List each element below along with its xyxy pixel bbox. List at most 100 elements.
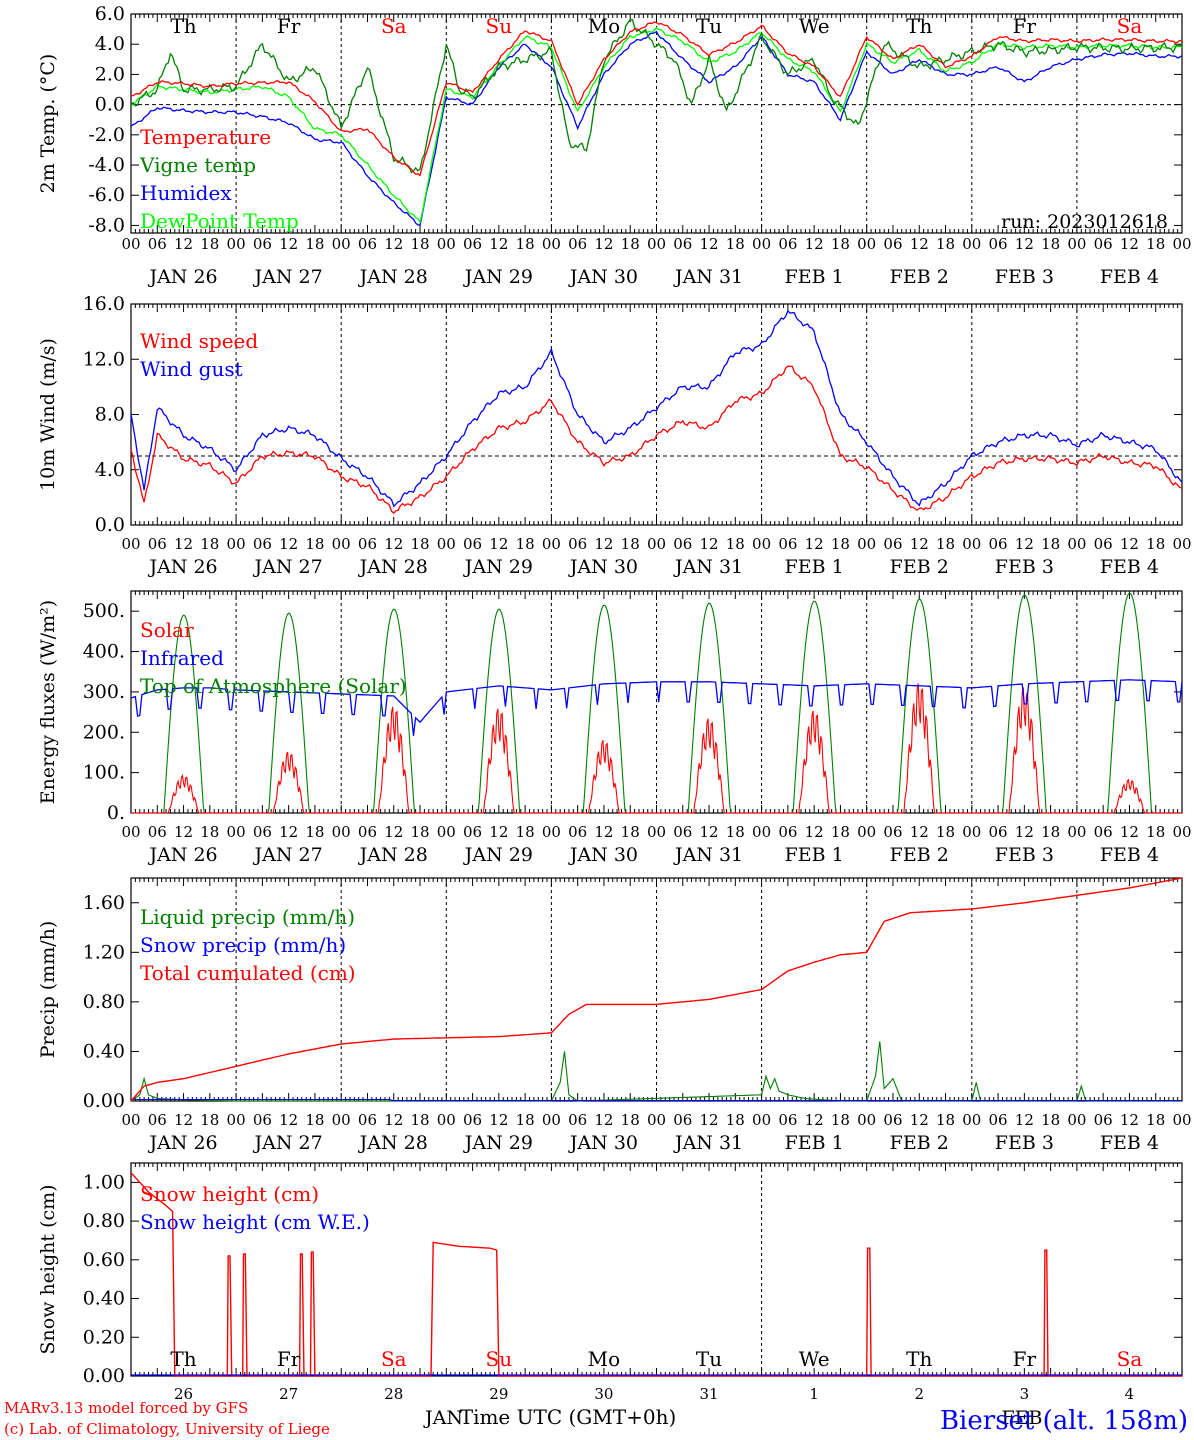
hour-tick-label: 18	[516, 535, 535, 553]
series-line-vigne-temp	[130, 19, 1183, 174]
day-label: JAN 29	[463, 266, 533, 288]
hour-tick-label: 00	[332, 1111, 351, 1129]
hour-tick-label: 06	[463, 1111, 482, 1129]
hour-tick-label: 18	[200, 535, 219, 553]
day-label: JAN 26	[147, 1132, 217, 1154]
hour-tick-label: 18	[936, 235, 955, 253]
hour-tick-label: 18	[936, 1111, 955, 1129]
hour-tick-label: 12	[594, 235, 613, 253]
hour-tick-label: 00	[962, 235, 981, 253]
day-label: FEB 2	[890, 556, 949, 578]
hour-tick-label: 12	[700, 535, 719, 553]
hour-tick-label: 12	[1015, 535, 1034, 553]
day-label: JAN 26	[147, 266, 217, 288]
hour-tick-label: 00	[857, 823, 876, 841]
hour-tick-label: 18	[726, 235, 745, 253]
y-tick-label: 0.80	[83, 1210, 125, 1232]
hour-tick-label: 00	[542, 535, 561, 553]
station-label: Bierset (alt. 158m)	[940, 1406, 1188, 1436]
hour-tick-label: 12	[279, 535, 298, 553]
hour-tick-label: 00	[332, 535, 351, 553]
day-label: JAN 26	[147, 556, 217, 578]
day-label: JAN 27	[253, 844, 323, 866]
hour-tick-label: 18	[200, 1111, 219, 1129]
hour-tick-label: 12	[174, 535, 193, 553]
hour-tick-label: 06	[463, 235, 482, 253]
y-tick-label: 400.	[83, 641, 125, 663]
day-label: FEB 3	[995, 844, 1054, 866]
hour-tick-label: 06	[778, 235, 797, 253]
hour-tick-label: 00	[752, 1111, 771, 1129]
day-label: JAN 28	[358, 844, 428, 866]
weekday-label: Sa	[381, 1347, 407, 1371]
weekday-label: Sa	[381, 14, 407, 38]
hour-tick-label: 00	[1067, 235, 1086, 253]
y-tick-label: 2.0	[95, 63, 125, 85]
hour-tick-label: 00	[121, 1111, 140, 1129]
hour-tick-label: 12	[594, 1111, 613, 1129]
hour-tick-label: 06	[778, 1111, 797, 1129]
hour-tick-label: 12	[174, 235, 193, 253]
hour-tick-label: 12	[910, 235, 929, 253]
hour-tick-label: 18	[410, 1111, 429, 1129]
hour-tick-label: 06	[673, 235, 692, 253]
weekday-label: Sa	[1117, 1347, 1143, 1371]
hour-tick-label: 00	[121, 235, 140, 253]
hour-tick-label: 18	[1041, 535, 1060, 553]
y-tick-label: 0.40	[83, 1288, 125, 1310]
bottom-day-label: 2	[914, 1385, 924, 1403]
y-axis-title: Snow height (cm)	[37, 1184, 59, 1354]
hour-tick-label: 12	[594, 823, 613, 841]
hour-tick-label: 18	[1041, 823, 1060, 841]
day-label: JAN 28	[358, 1132, 428, 1154]
hour-tick-label: 00	[752, 823, 771, 841]
hour-tick-label: 00	[647, 823, 666, 841]
bottom-day-label: 1	[809, 1385, 819, 1403]
hour-tick-label: 18	[1146, 535, 1165, 553]
weekday-label: Su	[486, 1347, 513, 1371]
legend-entry: Liquid precip (mm/h)	[140, 905, 355, 929]
y-axis-title: Energy fluxes (W/m²)	[37, 600, 59, 804]
hour-tick-label: 18	[1146, 235, 1165, 253]
hour-tick-label: 18	[1041, 1111, 1060, 1129]
hour-tick-label: 12	[805, 235, 824, 253]
month-label-jan: JAN	[423, 1407, 463, 1429]
hour-tick-label: 12	[1120, 235, 1139, 253]
y-tick-label: 8.0	[95, 404, 125, 426]
hour-tick-label: 12	[805, 1111, 824, 1129]
model-credit: MARv3.13 model forced by GFS	[4, 1399, 248, 1417]
month-label-feb: FEB	[1001, 1407, 1042, 1429]
weekday-label: We	[799, 14, 830, 38]
hour-tick-label: 12	[384, 1111, 403, 1129]
hour-tick-label: 12	[279, 1111, 298, 1129]
day-label: JAN 29	[463, 556, 533, 578]
legend-entry: Humidex	[140, 181, 232, 205]
hour-tick-label: 18	[936, 535, 955, 553]
hour-tick-label: 06	[463, 535, 482, 553]
y-tick-label: 0.	[107, 802, 125, 824]
hour-tick-label: 00	[1172, 535, 1191, 553]
hour-tick-label: 06	[568, 823, 587, 841]
series-line-infrared	[130, 679, 1183, 736]
hour-tick-label: 18	[305, 823, 324, 841]
y-tick-label: 1.20	[83, 941, 125, 963]
legend-entry: Wind speed	[140, 329, 258, 353]
hour-tick-label: 12	[489, 235, 508, 253]
hour-tick-label: 06	[673, 823, 692, 841]
y-tick-label: 4.0	[95, 459, 125, 481]
hour-tick-label: 00	[437, 1111, 456, 1129]
legend-entry: Top of Atmosphere (Solar)	[140, 674, 407, 698]
hour-tick-label: 06	[883, 823, 902, 841]
y-tick-label: 0.0	[95, 514, 125, 536]
day-label: JAN 30	[568, 1132, 638, 1154]
hour-tick-label: 06	[253, 1111, 272, 1129]
hour-tick-label: 00	[227, 1111, 246, 1129]
day-label: FEB 4	[1100, 556, 1159, 578]
day-label: JAN 27	[253, 266, 323, 288]
hour-tick-label: 18	[621, 235, 640, 253]
hour-tick-label: 06	[358, 1111, 377, 1129]
hour-tick-label: 00	[857, 535, 876, 553]
run-annotation: run: 2023012618	[1001, 211, 1168, 233]
hour-tick-label: 06	[778, 823, 797, 841]
